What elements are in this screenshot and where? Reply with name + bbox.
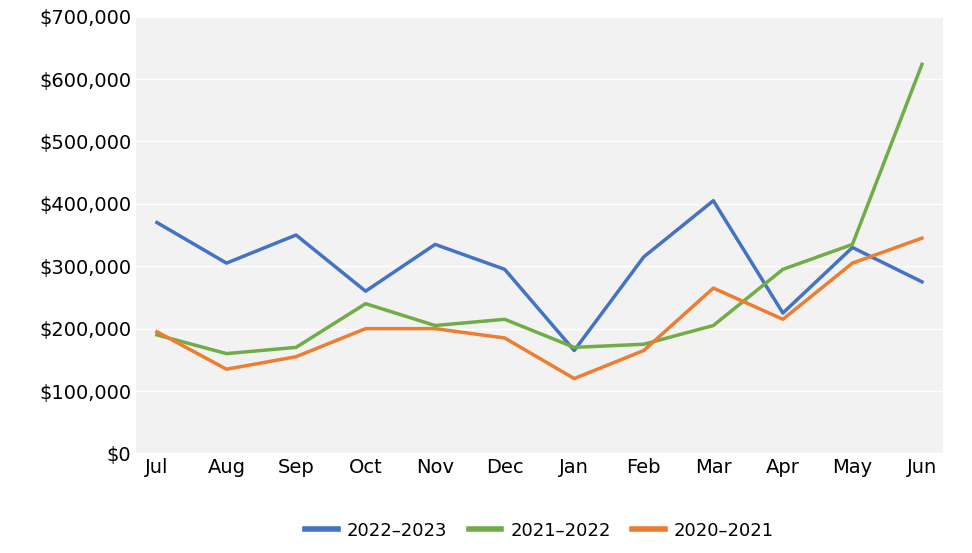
2021–2022 (638, 341, 649, 348)
Line: 2022–2023: 2022–2023 (156, 201, 922, 351)
2022–2023 (221, 260, 232, 267)
2022–2023 (917, 279, 928, 285)
2022–2023 (777, 310, 788, 316)
2020–2021 (777, 316, 788, 322)
2022–2023 (638, 254, 649, 260)
2022–2023 (430, 241, 441, 248)
2020–2021 (151, 328, 162, 335)
2021–2022 (360, 300, 371, 307)
2020–2021 (708, 285, 719, 291)
2020–2021 (499, 335, 510, 341)
2020–2021 (569, 375, 580, 382)
2020–2021 (430, 325, 441, 332)
Legend: 2022–2023, 2021–2022, 2020–2021: 2022–2023, 2021–2022, 2020–2021 (297, 515, 781, 547)
2020–2021 (917, 235, 928, 242)
2022–2023 (708, 197, 719, 204)
2021–2022 (221, 350, 232, 357)
2020–2021 (291, 353, 302, 360)
2021–2022 (151, 332, 162, 338)
2022–2023 (151, 219, 162, 226)
2021–2022 (708, 322, 719, 329)
2021–2022 (499, 316, 510, 322)
Line: 2020–2021: 2020–2021 (156, 238, 922, 379)
2022–2023 (847, 244, 858, 251)
Line: 2021–2022: 2021–2022 (156, 64, 922, 353)
2020–2021 (638, 347, 649, 354)
2021–2022 (847, 241, 858, 248)
2022–2023 (360, 288, 371, 295)
2021–2022 (569, 344, 580, 351)
2021–2022 (777, 266, 788, 273)
2022–2023 (291, 232, 302, 238)
2021–2022 (430, 322, 441, 329)
2020–2021 (360, 325, 371, 332)
2020–2021 (221, 366, 232, 373)
2022–2023 (569, 347, 580, 354)
2021–2022 (917, 61, 928, 67)
2020–2021 (847, 260, 858, 267)
2021–2022 (291, 344, 302, 351)
2022–2023 (499, 266, 510, 273)
